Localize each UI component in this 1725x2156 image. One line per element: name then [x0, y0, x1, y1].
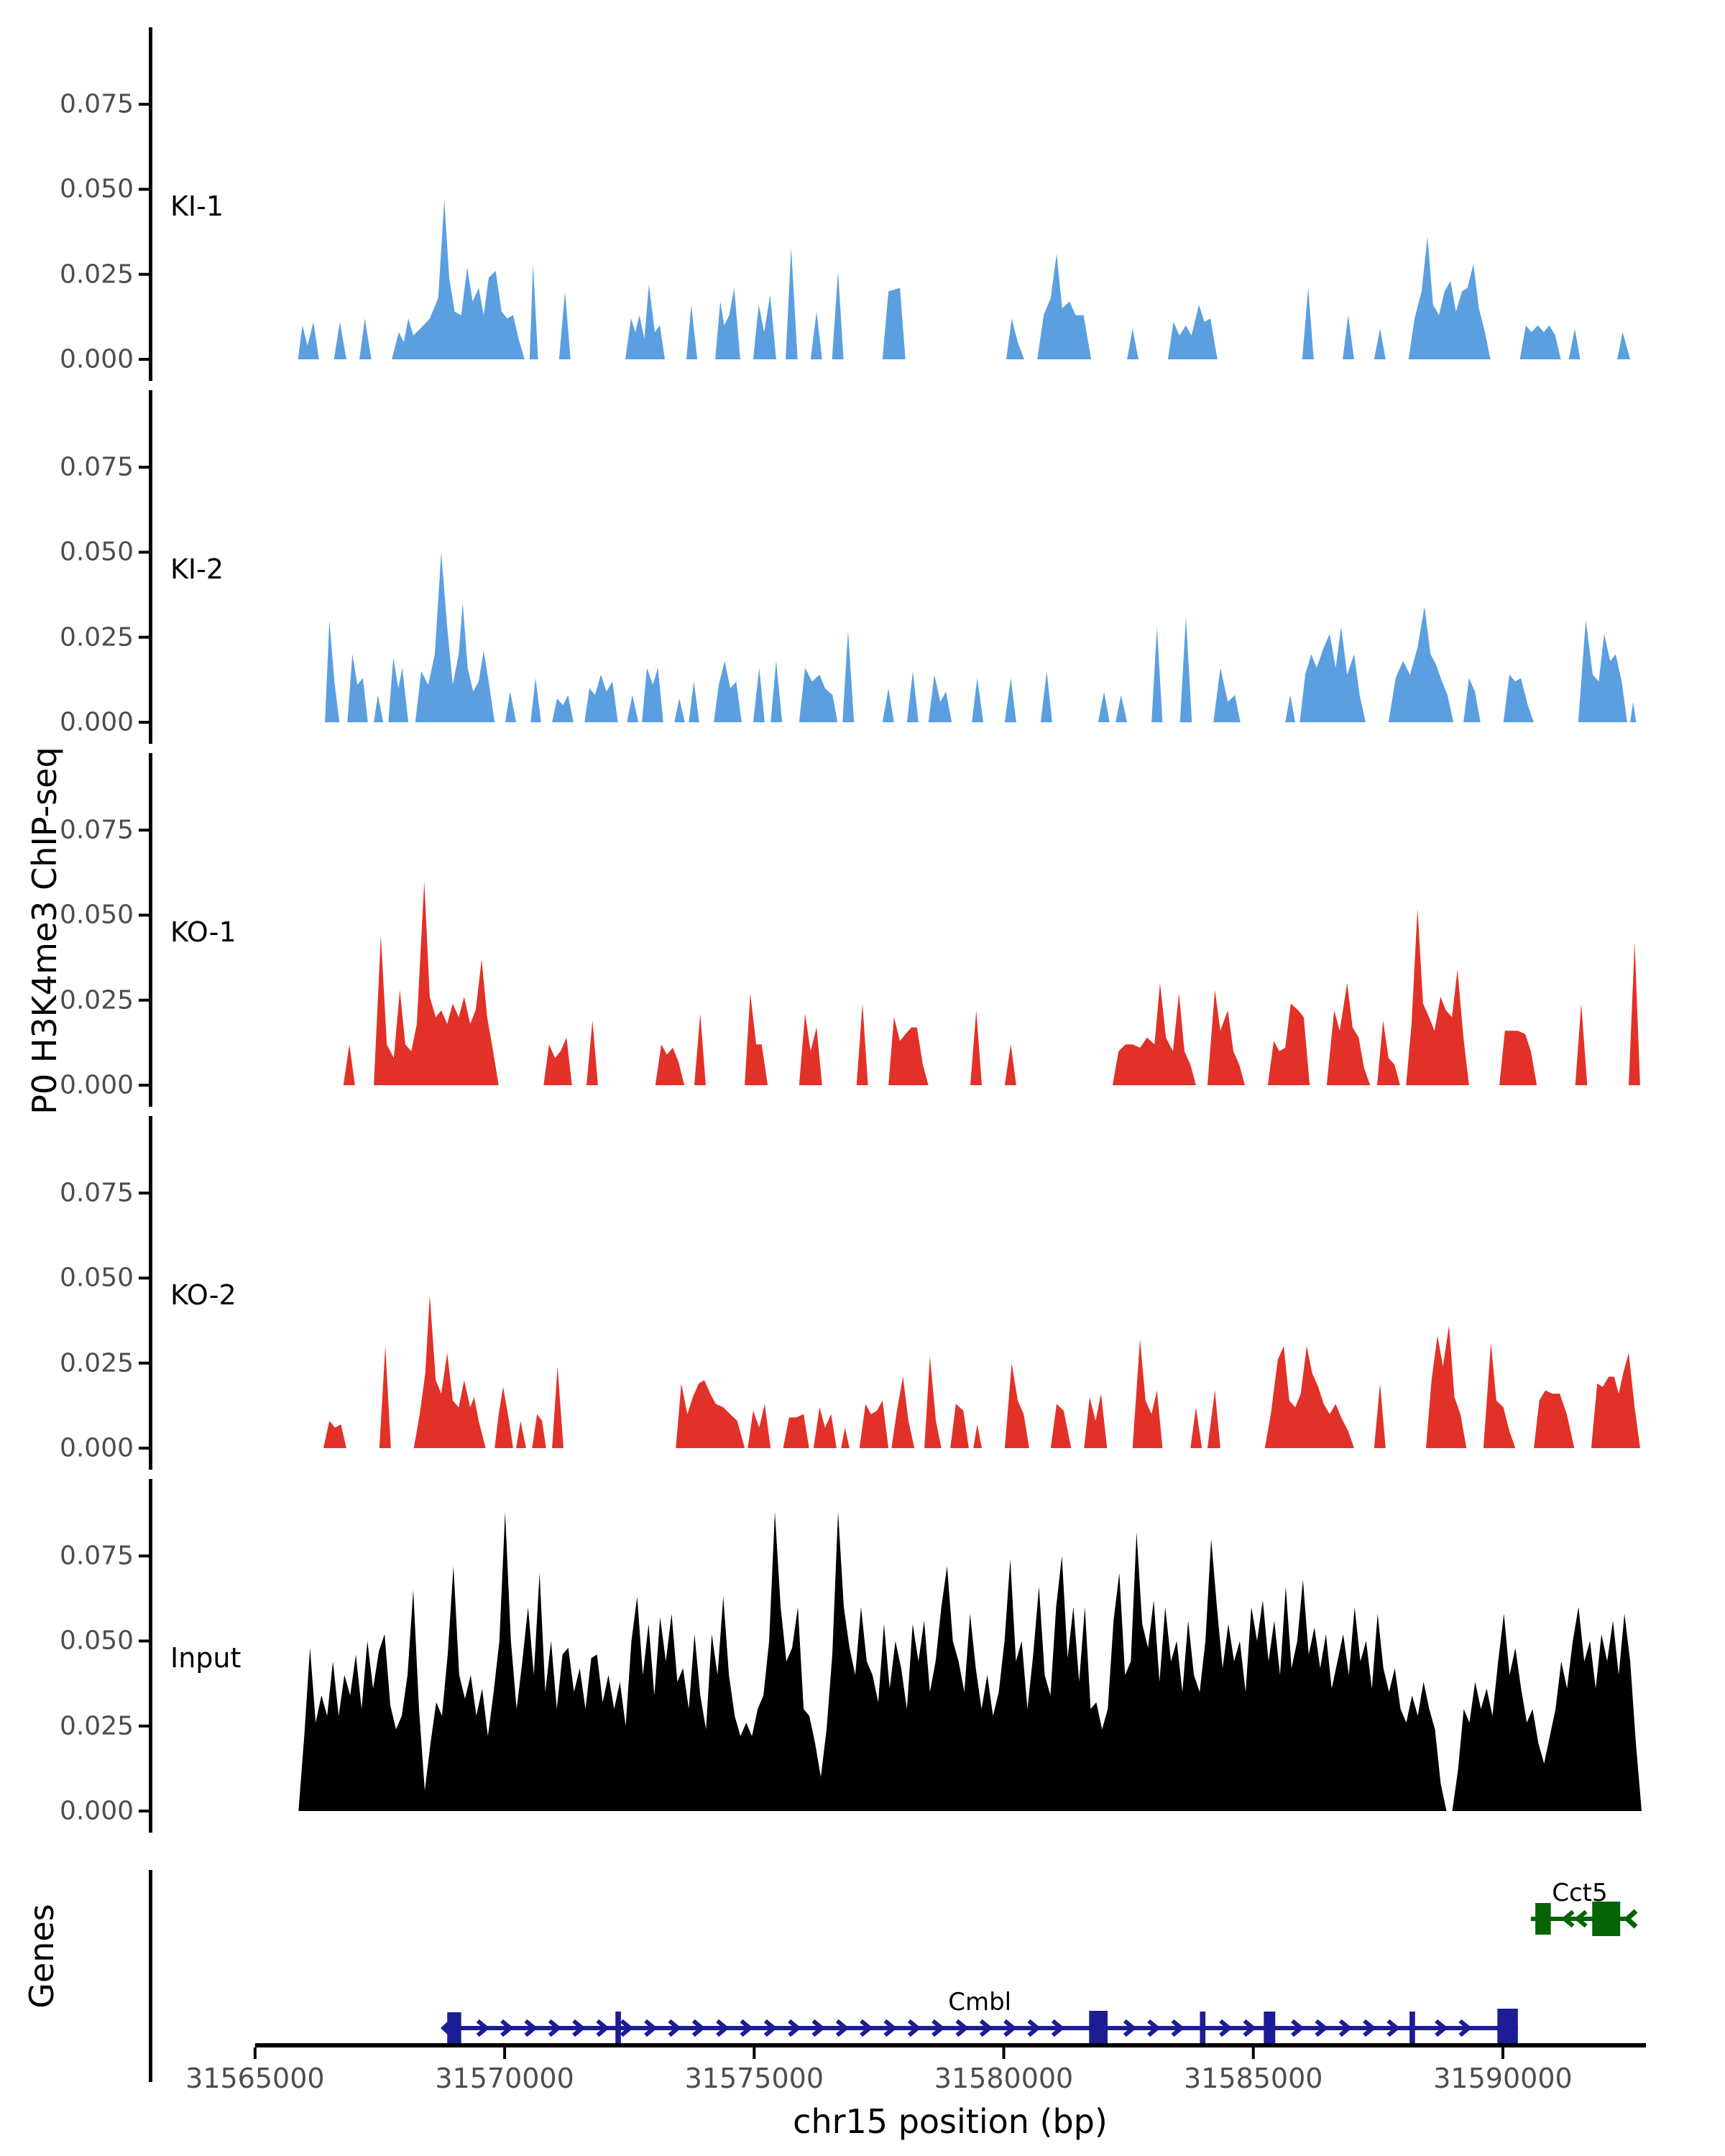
strand-arrow-icon — [1243, 2019, 1257, 2037]
gene-exon-cmbl — [615, 2012, 621, 2045]
strand-arrow-icon — [644, 2019, 658, 2037]
strand-arrow-icon — [1147, 2019, 1161, 2037]
strand-arrow-icon — [1219, 2019, 1233, 2037]
x-tick — [1251, 2047, 1255, 2059]
gene-exon-cmbl — [1409, 2012, 1415, 2045]
strand-arrow-icon — [1051, 2019, 1065, 2037]
x-axis-line — [254, 2043, 1647, 2047]
x-tick — [253, 2047, 257, 2059]
y-tick — [139, 998, 149, 1002]
gene-intron-line-cmbl — [444, 2026, 1518, 2030]
y-tick — [139, 913, 149, 917]
y-tick — [139, 1192, 149, 1195]
strand-arrow-icon — [1171, 2019, 1185, 2037]
x-axis-title: chr15 position (bp) — [793, 2102, 1108, 2141]
strand-arrow-icon — [668, 2019, 682, 2037]
strand-arrow-icon — [1291, 2019, 1305, 2037]
gene-exon-cmbl — [1089, 2011, 1108, 2045]
signal-area-input — [298, 1511, 1642, 1811]
strand-arrow-icon — [596, 2019, 610, 2037]
gene-exon-cct5 — [1535, 1903, 1551, 1935]
strand-arrow-icon — [883, 2019, 898, 2037]
strand-arrow-icon — [811, 2019, 826, 2037]
strand-arrow-icon — [1338, 2019, 1353, 2037]
y-tick — [139, 103, 149, 106]
y-tick — [139, 1724, 149, 1728]
y-tick — [139, 1554, 149, 1558]
strand-arrow-icon — [1386, 2019, 1401, 2037]
strand-arrow-icon — [1435, 2019, 1448, 2037]
strand-arrow-icon — [716, 2019, 730, 2037]
strand-arrow-icon — [524, 2019, 538, 2037]
gene-exon-cmbl — [1264, 2012, 1276, 2045]
strand-arrow-icon — [763, 2019, 778, 2037]
y-tick — [139, 188, 149, 191]
y-tick — [139, 550, 149, 554]
strand-arrow-icon — [860, 2019, 873, 2037]
y-tick — [139, 1361, 149, 1365]
gene-exon-cmbl — [447, 2012, 461, 2044]
gene-exon-cct5 — [1592, 1902, 1621, 1936]
strand-arrow-icon — [979, 2019, 993, 2037]
strand-arrow-icon — [907, 2019, 921, 2037]
strand-arrow-icon — [835, 2019, 850, 2037]
y-tick — [139, 1276, 149, 1280]
strand-arrow-icon — [620, 2019, 634, 2037]
y-axis-segment — [149, 390, 152, 744]
y-tick — [139, 1084, 149, 1087]
y-tick — [139, 466, 149, 469]
signal-area-ko-1 — [343, 881, 1640, 1085]
y-tick — [139, 1810, 149, 1812]
genes-axis-segment — [149, 1870, 152, 2082]
y-tick — [139, 272, 149, 276]
gene-exon-cmbl — [1200, 2012, 1206, 2045]
signal-area-ki-1 — [298, 199, 1631, 359]
strand-arrow-icon — [476, 2019, 490, 2037]
strand-arrow-icon — [1458, 2019, 1473, 2037]
strand-arrow-icon — [1003, 2019, 1017, 2037]
y-axis-segment — [149, 1116, 152, 1470]
strand-arrow-icon — [572, 2019, 586, 2037]
strand-arrow-icon — [500, 2019, 514, 2037]
gene-start-arrow-icon — [1623, 1909, 1638, 1929]
strand-arrow-icon — [955, 2019, 970, 2037]
strand-arrow-icon — [1363, 2019, 1376, 2037]
strand-arrow-icon — [1027, 2019, 1041, 2037]
y-tick — [139, 1447, 149, 1450]
signal-area-ko-2 — [323, 1295, 1640, 1448]
strand-arrow-icon — [1573, 1909, 1588, 1928]
y-axis-segment — [149, 753, 152, 1107]
x-tick — [753, 2047, 756, 2059]
strand-arrow-icon — [1315, 2019, 1329, 2037]
x-tick — [503, 2047, 507, 2059]
strand-arrow-icon — [691, 2019, 706, 2037]
y-tick — [139, 1639, 149, 1643]
strand-arrow-icon — [788, 2019, 801, 2037]
signal-area-ki-2 — [325, 552, 1637, 722]
strand-arrow-icon — [1560, 1909, 1575, 1928]
strand-arrow-icon — [740, 2019, 754, 2037]
y-tick — [139, 829, 149, 832]
gene-exon-cmbl — [1497, 2009, 1518, 2047]
x-tick — [1002, 2047, 1006, 2059]
strand-arrow-icon — [1123, 2019, 1137, 2037]
x-tick — [1501, 2047, 1504, 2059]
strand-arrow-icon — [548, 2019, 562, 2037]
y-tick — [139, 635, 149, 639]
y-axis-segment — [149, 1479, 152, 1833]
y-tick — [139, 721, 149, 724]
y-axis-segment — [149, 27, 152, 381]
y-tick — [139, 358, 149, 361]
strand-arrow-icon — [932, 2019, 945, 2037]
